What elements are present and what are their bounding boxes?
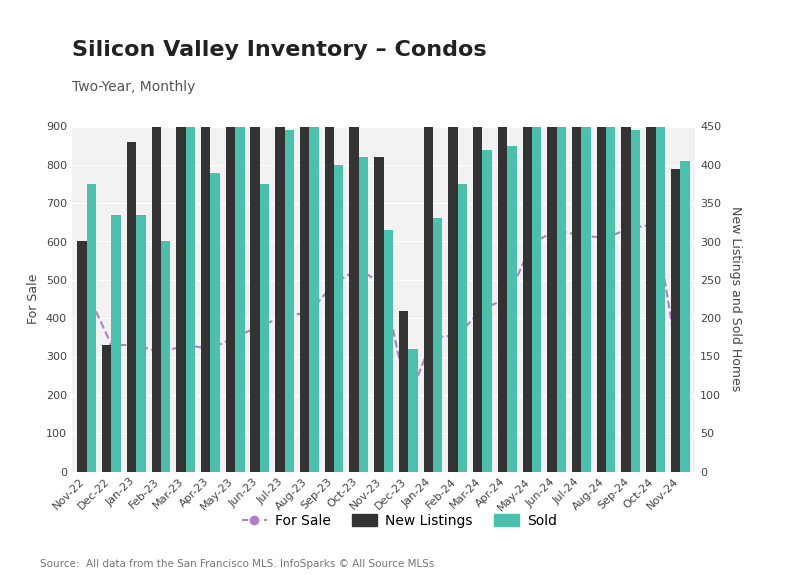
- Bar: [235, 76, 244, 472]
- Bar: [606, 104, 615, 471]
- Bar: [349, 50, 359, 471]
- Y-axis label: New Listings and Sold Homes: New Listings and Sold Homes: [729, 206, 742, 392]
- For Sale: [675, 372, 685, 379]
- Bar: [300, 0, 309, 472]
- For Sale: [503, 296, 512, 302]
- Bar: [275, 0, 284, 472]
- Bar: [483, 150, 492, 471]
- Bar: [458, 184, 467, 471]
- For Sale: [107, 342, 117, 348]
- Bar: [597, 0, 606, 472]
- For Sale: [181, 342, 190, 348]
- For Sale: [478, 305, 487, 312]
- For Sale: [650, 221, 660, 228]
- Bar: [374, 157, 384, 472]
- Bar: [250, 0, 260, 472]
- For Sale: [552, 227, 562, 233]
- Bar: [423, 73, 433, 472]
- Bar: [201, 42, 210, 472]
- Bar: [334, 165, 344, 471]
- Bar: [226, 0, 235, 472]
- Bar: [547, 0, 557, 472]
- Bar: [185, 108, 195, 472]
- For Sale: [602, 234, 611, 241]
- For Sale: [577, 232, 586, 239]
- Legend: For Sale, New Listings, Sold: For Sale, New Listings, Sold: [237, 508, 562, 534]
- Bar: [631, 131, 640, 472]
- Bar: [324, 0, 334, 472]
- For Sale: [230, 334, 240, 341]
- Bar: [671, 168, 680, 472]
- Bar: [359, 157, 368, 472]
- Bar: [582, 126, 590, 472]
- Bar: [680, 161, 690, 472]
- Bar: [112, 214, 121, 472]
- Bar: [210, 172, 220, 472]
- Bar: [557, 122, 566, 472]
- Text: Source:  All data from the San Francisco MLS. InfoSparks © All Source MLSs: Source: All data from the San Francisco …: [40, 559, 435, 569]
- Bar: [152, 119, 161, 471]
- For Sale: [304, 309, 314, 316]
- For Sale: [82, 288, 92, 295]
- Bar: [102, 345, 112, 472]
- Bar: [646, 0, 655, 472]
- Bar: [127, 142, 136, 472]
- Y-axis label: For Sale: For Sale: [27, 274, 41, 324]
- For Sale: [131, 342, 141, 348]
- For Sale: [453, 332, 463, 339]
- Bar: [448, 0, 458, 472]
- For Sale: [255, 323, 264, 329]
- Bar: [78, 242, 87, 472]
- Bar: [309, 88, 319, 472]
- Bar: [498, 0, 507, 472]
- Text: Two-Year, Monthly: Two-Year, Monthly: [72, 81, 195, 94]
- Bar: [473, 0, 483, 472]
- For Sale: [329, 280, 339, 287]
- Bar: [177, 27, 185, 471]
- Bar: [507, 145, 517, 472]
- For Sale: [354, 265, 364, 272]
- Bar: [433, 218, 443, 472]
- Bar: [260, 184, 269, 471]
- Bar: [284, 131, 294, 472]
- For Sale: [379, 282, 388, 289]
- Bar: [408, 349, 418, 471]
- Bar: [523, 0, 532, 472]
- Bar: [572, 0, 582, 472]
- Bar: [399, 310, 408, 471]
- For Sale: [403, 397, 413, 404]
- Bar: [161, 242, 170, 472]
- Bar: [655, 119, 665, 471]
- Bar: [136, 214, 145, 472]
- For Sale: [527, 240, 537, 247]
- Text: Silicon Valley Inventory – Condos: Silicon Valley Inventory – Condos: [72, 40, 487, 60]
- For Sale: [280, 313, 289, 320]
- For Sale: [428, 334, 438, 341]
- Bar: [384, 230, 393, 472]
- For Sale: [205, 346, 215, 352]
- Bar: [532, 53, 541, 472]
- Bar: [622, 0, 631, 472]
- Bar: [87, 184, 96, 471]
- Line: For Sale: For Sale: [83, 221, 684, 404]
- For Sale: [156, 349, 165, 356]
- For Sale: [626, 225, 636, 232]
